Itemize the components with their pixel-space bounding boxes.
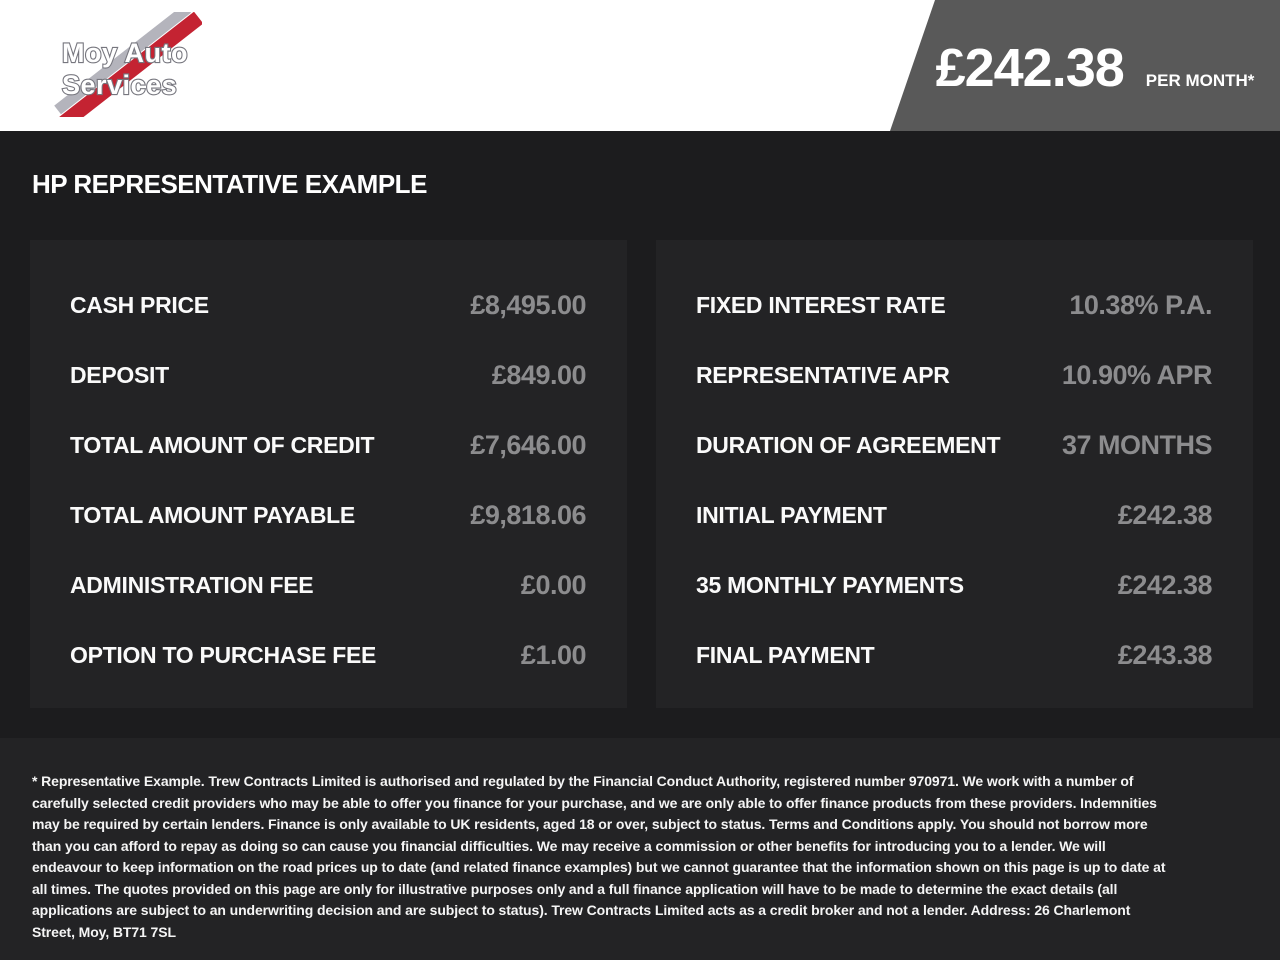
row-label: DEPOSIT [70, 361, 169, 388]
row-value: 37 MONTHS [1061, 429, 1213, 460]
table-row: DURATION OF AGREEMENT 37 MONTHS [696, 410, 1213, 480]
table-row: INITIAL PAYMENT £242.38 [696, 480, 1213, 550]
moy-auto-services-logo[interactable]: Moy Auto Services [52, 12, 202, 117]
row-label: FIXED INTEREST RATE [696, 291, 946, 318]
page-title: HP REPRESENTATIVE EXAMPLE [32, 169, 427, 199]
row-label: REPRESENTATIVE APR [696, 361, 950, 388]
footer: * Representative Example. Trew Contracts… [0, 738, 1280, 960]
monthly-price-banner: £242.38 PER MONTH* [890, 0, 1280, 131]
table-row: ADMINISTRATION FEE £0.00 [70, 550, 587, 620]
row-value: 10.90% APR [1061, 359, 1213, 390]
logo-text-line1: Moy Auto [62, 38, 188, 68]
row-label: 35 MONTHLY PAYMENTS [696, 571, 964, 598]
finance-panel-left: CASH PRICE £8,495.00 DEPOSIT £849.00 TOT… [30, 240, 627, 708]
table-row: CASH PRICE £8,495.00 [70, 270, 586, 340]
row-label: TOTAL AMOUNT OF CREDIT [70, 431, 375, 458]
table-row: REPRESENTATIVE APR 10.90% APR [696, 340, 1213, 410]
row-label: TOTAL AMOUNT PAYABLE [70, 501, 355, 528]
table-row: TOTAL AMOUNT OF CREDIT £7,646.00 [70, 410, 586, 480]
finance-disclaimer-text: * Representative Example. Trew Contracts… [32, 773, 1166, 940]
row-label: ADMINISTRATION FEE [70, 571, 314, 598]
row-label: INITIAL PAYMENT [696, 501, 887, 528]
table-row: DEPOSIT £849.00 [70, 340, 587, 410]
row-value: £7,646.00 [470, 429, 586, 460]
row-value: £9,818.06 [470, 499, 586, 530]
row-value: 10.38% P.A. [1069, 289, 1212, 320]
logo-text-line2: Services [62, 70, 177, 100]
header: Moy Auto Services £242.38 PER MONTH* [0, 0, 1280, 131]
row-value: £243.38 [1117, 639, 1213, 670]
logo-swoosh-red-icon [58, 12, 202, 117]
row-value: £242.38 [1117, 569, 1213, 600]
row-value: £1.00 [520, 639, 587, 670]
row-label: CASH PRICE [70, 291, 209, 318]
finance-panels: CASH PRICE £8,495.00 DEPOSIT £849.00 TOT… [30, 240, 1253, 708]
row-label: DURATION OF AGREEMENT [696, 431, 1001, 458]
table-row: TOTAL AMOUNT PAYABLE £9,818.06 [70, 480, 586, 550]
finance-panel-right: FIXED INTEREST RATE 10.38% P.A. REPRESEN… [656, 240, 1253, 708]
row-value: £8,495.00 [470, 289, 586, 320]
row-label: OPTION TO PURCHASE FEE [70, 641, 377, 668]
table-row: OPTION TO PURCHASE FEE £1.00 [70, 620, 587, 690]
row-value: £849.00 [491, 359, 587, 390]
monthly-price-period: PER MONTH* [1145, 70, 1255, 90]
table-row: FIXED INTEREST RATE 10.38% P.A. [696, 270, 1212, 340]
monthly-price: £242.38 [935, 37, 1125, 98]
row-label: FINAL PAYMENT [696, 641, 875, 668]
table-row: 35 MONTHLY PAYMENTS £242.38 [696, 550, 1213, 620]
logo-swoosh-silver-icon [54, 12, 192, 115]
table-row: FINAL PAYMENT £243.38 [696, 620, 1213, 690]
row-value: £242.38 [1117, 499, 1213, 530]
row-value: £0.00 [520, 569, 587, 600]
